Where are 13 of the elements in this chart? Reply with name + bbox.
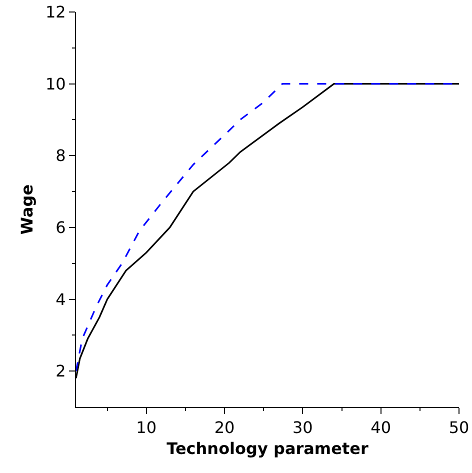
x-tick-label: 20 [214, 418, 235, 438]
y-tick-label: 12 [45, 2, 66, 22]
y-tick-label: 2 [56, 362, 66, 381]
y-axis-title: Wage [17, 184, 36, 235]
y-tick-label: 8 [56, 146, 66, 166]
y-tick-label: 6 [56, 218, 66, 238]
y-tick-label: 10 [45, 74, 66, 94]
x-tick-label: 50 [448, 418, 470, 438]
x-axis-title: Technology parameter [166, 438, 368, 458]
y-tick-label: 4 [56, 290, 66, 309]
x-tick-label: 10 [136, 418, 157, 438]
x-tick-label: 30 [292, 418, 313, 438]
x-tick-label: 40 [370, 418, 392, 438]
